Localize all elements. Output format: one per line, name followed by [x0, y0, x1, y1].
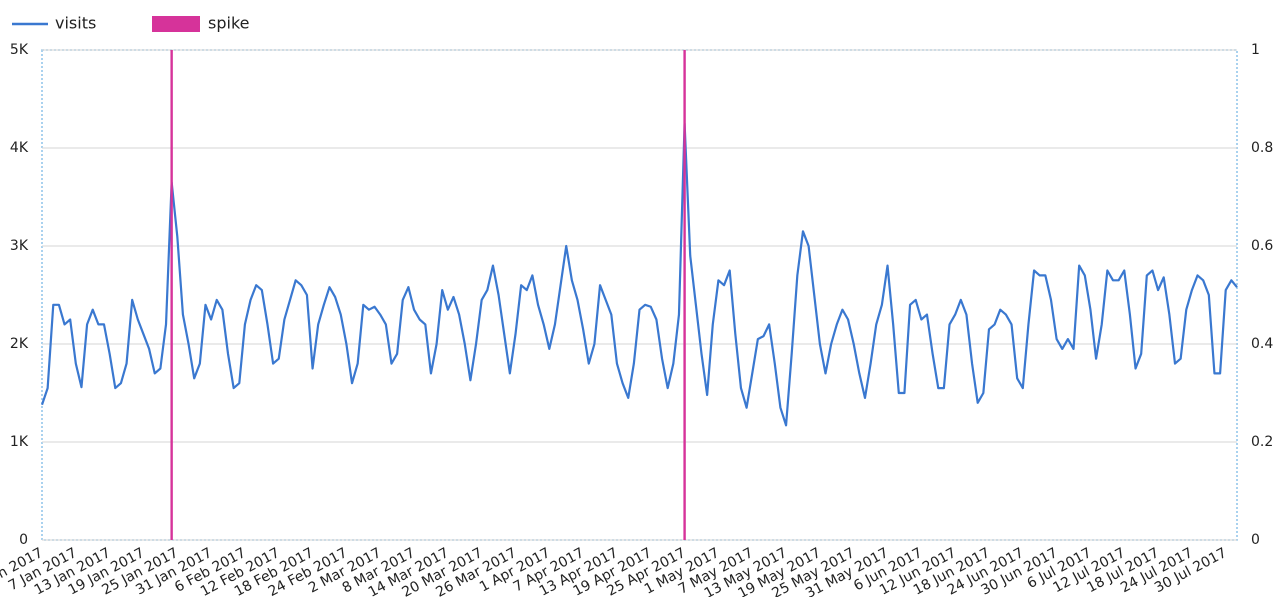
legend-swatch: [152, 16, 200, 32]
y-tick-label: 2K: [10, 336, 29, 352]
y2-tick-label: 0.6: [1251, 238, 1273, 254]
plot-border: [41, 49, 1238, 541]
y-tick-label: 0: [19, 532, 28, 548]
grid: [42, 49, 1237, 541]
visits-line: [40, 122, 1238, 427]
y-tick-label: 3K: [10, 238, 29, 254]
y2-tick-label: 0.4: [1251, 336, 1273, 352]
spike-bar: [683, 50, 686, 540]
y-tick-label: 1K: [10, 434, 29, 450]
y-tick-label: 5K: [10, 42, 29, 58]
y2-tick-label: 0.8: [1251, 140, 1273, 156]
y2-tick-label: 0: [1251, 532, 1260, 548]
spike-bar: [170, 50, 173, 540]
y2-tick-label: 0.2: [1251, 434, 1273, 450]
legend-label: spike: [208, 14, 249, 33]
legend-label: visits: [55, 14, 96, 33]
y-tick-label: 4K: [10, 140, 29, 156]
y2-tick-label: 1: [1251, 42, 1260, 58]
